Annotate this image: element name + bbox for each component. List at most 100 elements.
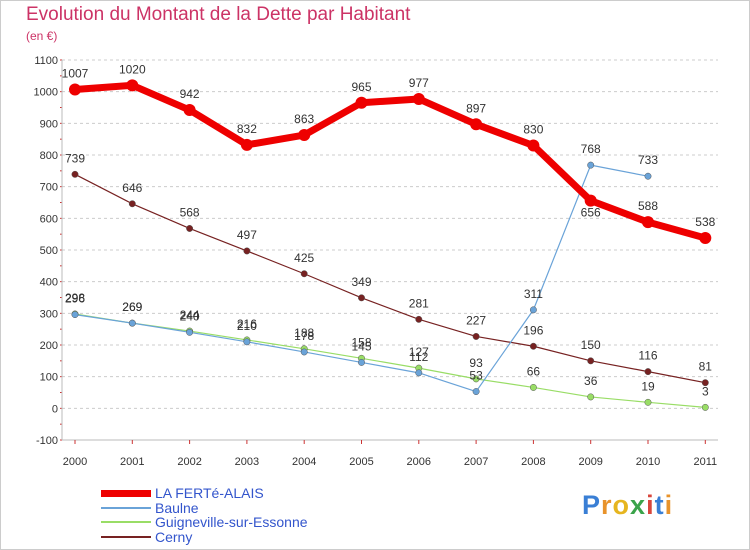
data-point-0 <box>527 139 540 152</box>
data-label: 196 <box>523 323 543 337</box>
data-point-3 <box>701 379 709 387</box>
data-label: 538 <box>695 215 715 229</box>
data-point-1 <box>243 338 251 346</box>
data-point-0 <box>298 129 311 142</box>
y-tick-label: 300 <box>40 308 58 320</box>
data-point-0 <box>183 104 196 117</box>
legend-label: Cerny <box>155 529 193 545</box>
data-label: 178 <box>294 329 314 343</box>
data-label: 66 <box>527 364 541 378</box>
data-label: 240 <box>180 309 200 323</box>
data-point-0 <box>470 118 483 131</box>
data-label: 425 <box>294 251 314 265</box>
data-point-3 <box>529 342 537 350</box>
data-point-1 <box>128 319 136 327</box>
data-label: 1007 <box>62 66 89 80</box>
y-tick-label: 400 <box>40 277 58 289</box>
y-tick-label: 900 <box>40 118 58 130</box>
series-line-0 <box>71 81 709 242</box>
y-tick-label: -100 <box>36 435 58 447</box>
y-tick-label: 0 <box>52 403 58 415</box>
data-label: 497 <box>237 228 257 242</box>
data-point-2 <box>701 403 709 411</box>
x-tick-label: 2008 <box>521 456 545 468</box>
data-point-3 <box>415 315 423 323</box>
x-tick-label: 2000 <box>63 456 87 468</box>
data-label: 53 <box>469 369 483 383</box>
data-point-2 <box>644 398 652 406</box>
data-point-3 <box>128 200 136 208</box>
x-tick-label: 2001 <box>120 456 144 468</box>
legend-label: Guigneville-sur-Essonne <box>155 514 308 530</box>
x-tick-label: 2010 <box>636 456 660 468</box>
x-tick-label: 2007 <box>464 456 488 468</box>
data-point-3 <box>300 270 308 278</box>
y-tick-label: 100 <box>40 372 58 384</box>
axes: -100 0 100 200 300 400 500 600 700 800 900 1000 1100… <box>34 55 718 468</box>
x-tick-label: 2003 <box>235 456 259 468</box>
data-point-3 <box>186 225 194 232</box>
data-label: 977 <box>409 76 429 90</box>
data-label: 188 <box>294 326 314 340</box>
data-point-1 <box>644 172 652 180</box>
data-label: 832 <box>237 122 257 136</box>
data-point-1 <box>300 348 308 356</box>
legend-swatch <box>101 489 151 497</box>
data-label: 116 <box>638 349 657 363</box>
data-point-1 <box>415 369 423 377</box>
chart-title: Evolution du Montant de la Dette par Hab… <box>26 4 411 25</box>
y-tick-label: 500 <box>40 245 58 257</box>
data-point-0 <box>412 92 425 105</box>
data-label: 1020 <box>119 62 146 76</box>
data-label: 81 <box>699 360 713 374</box>
y-tick-label: 1100 <box>34 55 58 67</box>
data-label: 210 <box>237 319 257 333</box>
data-point-1 <box>186 328 194 336</box>
data-label: 830 <box>523 123 543 137</box>
series-line-2 <box>74 313 706 408</box>
data-label: 656 <box>581 206 601 220</box>
data-point-3 <box>358 294 365 302</box>
data-point-1 <box>71 311 79 319</box>
x-tick-label: 2011 <box>693 456 717 468</box>
data-label: 568 <box>180 205 200 219</box>
series-line-3 <box>74 173 706 384</box>
x-tick-label: 2004 <box>292 456 316 468</box>
data-point-0 <box>699 231 712 244</box>
data-label: 112 <box>409 350 428 364</box>
data-labels: 739 646 568 497 425 349 281 227 196 150 116 81 298 26… <box>62 62 716 398</box>
data-label: 281 <box>409 296 429 310</box>
series-layer <box>69 79 712 411</box>
data-label: 127 <box>409 345 429 359</box>
y-tick-label: 800 <box>40 150 58 162</box>
data-label: 269 <box>122 300 142 314</box>
data-label: 298 <box>65 291 85 305</box>
data-label: 311 <box>524 287 543 301</box>
proxiti-logo: Proxiti <box>582 490 674 520</box>
data-point-2 <box>529 383 537 391</box>
data-label: 897 <box>466 101 486 115</box>
data-point-0 <box>69 83 81 96</box>
y-tick-label: 600 <box>40 213 58 225</box>
data-label: 739 <box>65 151 85 165</box>
legend-swatch <box>101 507 151 509</box>
data-point-0 <box>355 96 368 109</box>
data-point-1 <box>472 388 480 395</box>
x-tick-label: 2002 <box>177 456 201 468</box>
data-point-1 <box>587 161 595 169</box>
data-point-3 <box>644 368 652 376</box>
legend-swatch <box>101 536 151 538</box>
data-label: 768 <box>581 142 601 156</box>
data-label: 646 <box>122 181 142 195</box>
data-point-0 <box>126 79 139 92</box>
x-tick-label: 2009 <box>578 456 602 468</box>
legend-label: LA FERTé-ALAIS <box>155 485 264 501</box>
data-label: 158 <box>351 335 371 349</box>
data-label: 296 <box>65 292 85 306</box>
data-point-3 <box>587 357 595 365</box>
data-label: 863 <box>294 112 314 126</box>
y-tick-label: 700 <box>40 182 58 194</box>
data-point-1 <box>529 306 537 314</box>
data-label: 93 <box>469 356 483 370</box>
data-label: 227 <box>466 313 486 327</box>
